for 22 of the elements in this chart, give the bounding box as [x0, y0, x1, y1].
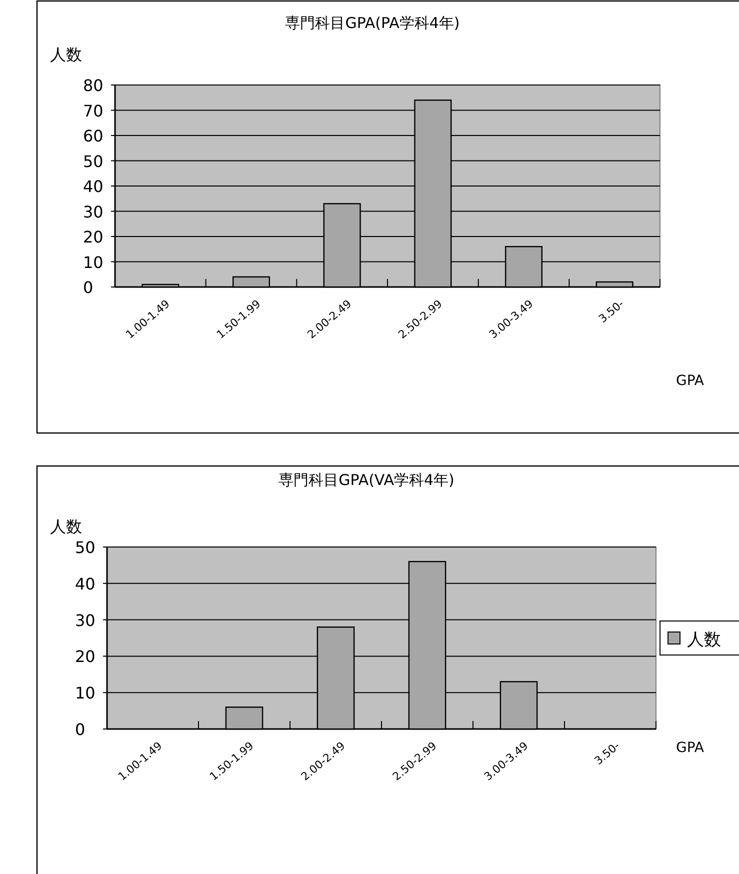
chart-title: 専門科目GPA(PA学科4年) — [285, 14, 460, 32]
y-tick-label: 20 — [75, 647, 96, 666]
y-tick-label: 70 — [83, 101, 104, 120]
y-tick-label: 0 — [75, 720, 86, 739]
y-tick-label: 80 — [83, 76, 104, 95]
y-tick-label: 30 — [75, 610, 96, 630]
y-tick-label: 60 — [83, 126, 104, 146]
y-tick-label: 20 — [83, 228, 104, 246]
y-tick-label: 30 — [83, 202, 104, 222]
legend-label: 人数 — [687, 630, 721, 650]
x-axis-title: GPA — [676, 740, 704, 756]
y-axis-title: 人数 — [50, 517, 82, 536]
y-tick-label: 10 — [75, 684, 96, 703]
y-tick-label: 40 — [83, 177, 104, 196]
y-tick-label: 10 — [83, 252, 104, 272]
y-tick-label: 50 — [75, 538, 96, 557]
y-axis-title: 人数 — [50, 45, 82, 64]
y-tick-label: 0 — [83, 278, 94, 297]
y-tick-label: 40 — [75, 574, 96, 594]
y-tick-label: 50 — [83, 152, 104, 171]
chart-title: 専門科目GPA(VA学科4年) — [278, 471, 454, 489]
x-axis-title: GPA — [676, 373, 704, 389]
